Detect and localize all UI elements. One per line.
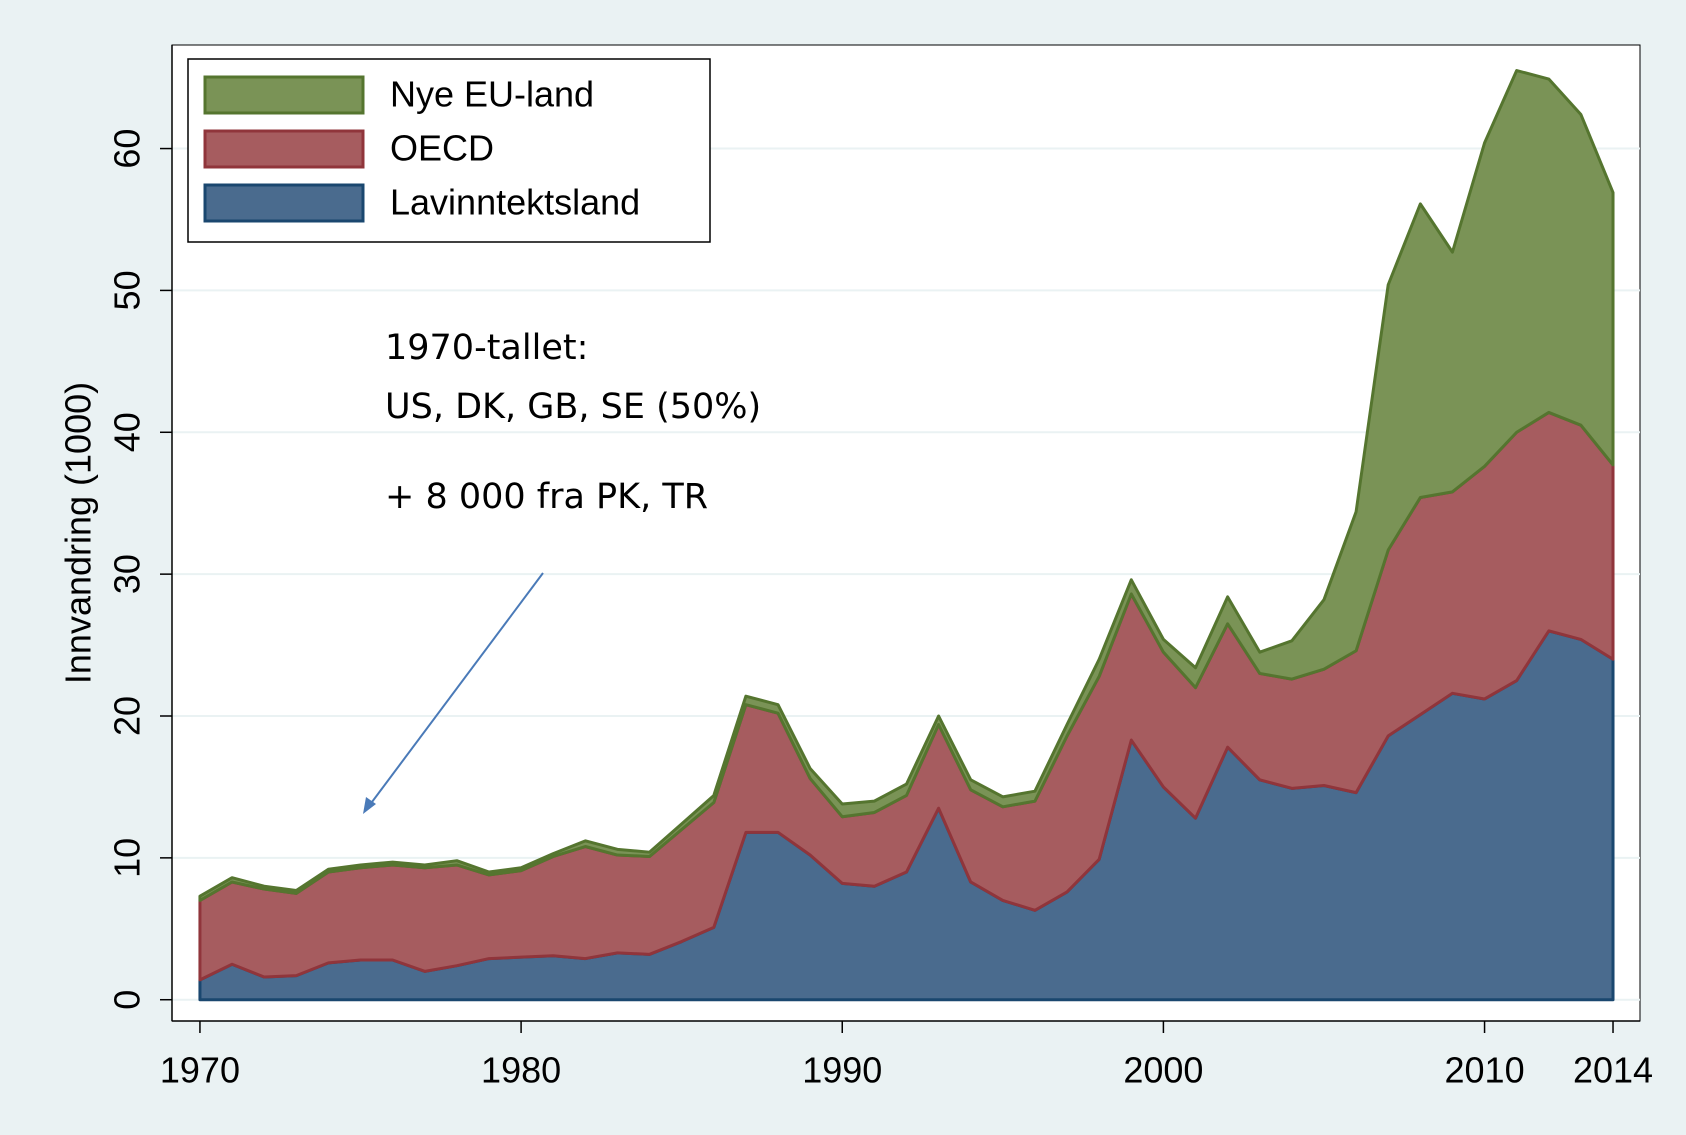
y-tick-label: 60 (107, 129, 148, 169)
y-tick-label: 0 (107, 990, 148, 1010)
legend-swatch (203, 183, 365, 223)
x-tick-label: 1970 (160, 1050, 240, 1091)
legend-swatch (203, 75, 365, 115)
x-tick-label: 2014 (1573, 1050, 1653, 1091)
legend-swatch (203, 129, 365, 169)
y-axis-label: Innvandring (1000) (58, 382, 99, 684)
y-tick-label: 50 (107, 270, 148, 310)
annotation: US, DK, GB, SE (50%) (385, 387, 761, 427)
legend-label: OECD (390, 128, 494, 169)
y-tick-label: 20 (107, 696, 148, 736)
legend: Lavinntektsland OECD Nye EU-land (187, 58, 711, 243)
y-tick-label: 10 (107, 838, 148, 878)
annotation: 1970-tallet: (385, 328, 588, 368)
legend-label: Lavinntektsland (390, 182, 640, 223)
legend-label: Nye EU-land (390, 74, 594, 115)
ticks: 0 10 20 30 40 50 60 1970 1980 1990 2000 2010 2014 (107, 129, 1654, 1091)
x-tick-label: 2010 (1445, 1050, 1525, 1091)
y-tick-label: 40 (107, 412, 148, 452)
arrow (363, 572, 544, 814)
x-tick-label: 1990 (802, 1050, 882, 1091)
y-tick-label: 30 (107, 554, 148, 594)
x-tick-label: 1980 (481, 1050, 561, 1091)
areas (198, 69, 1615, 1002)
x-tick-label: 2000 (1123, 1050, 1203, 1091)
annotation: + 8 000 fra PK, TR (385, 477, 708, 517)
area (198, 69, 1615, 902)
